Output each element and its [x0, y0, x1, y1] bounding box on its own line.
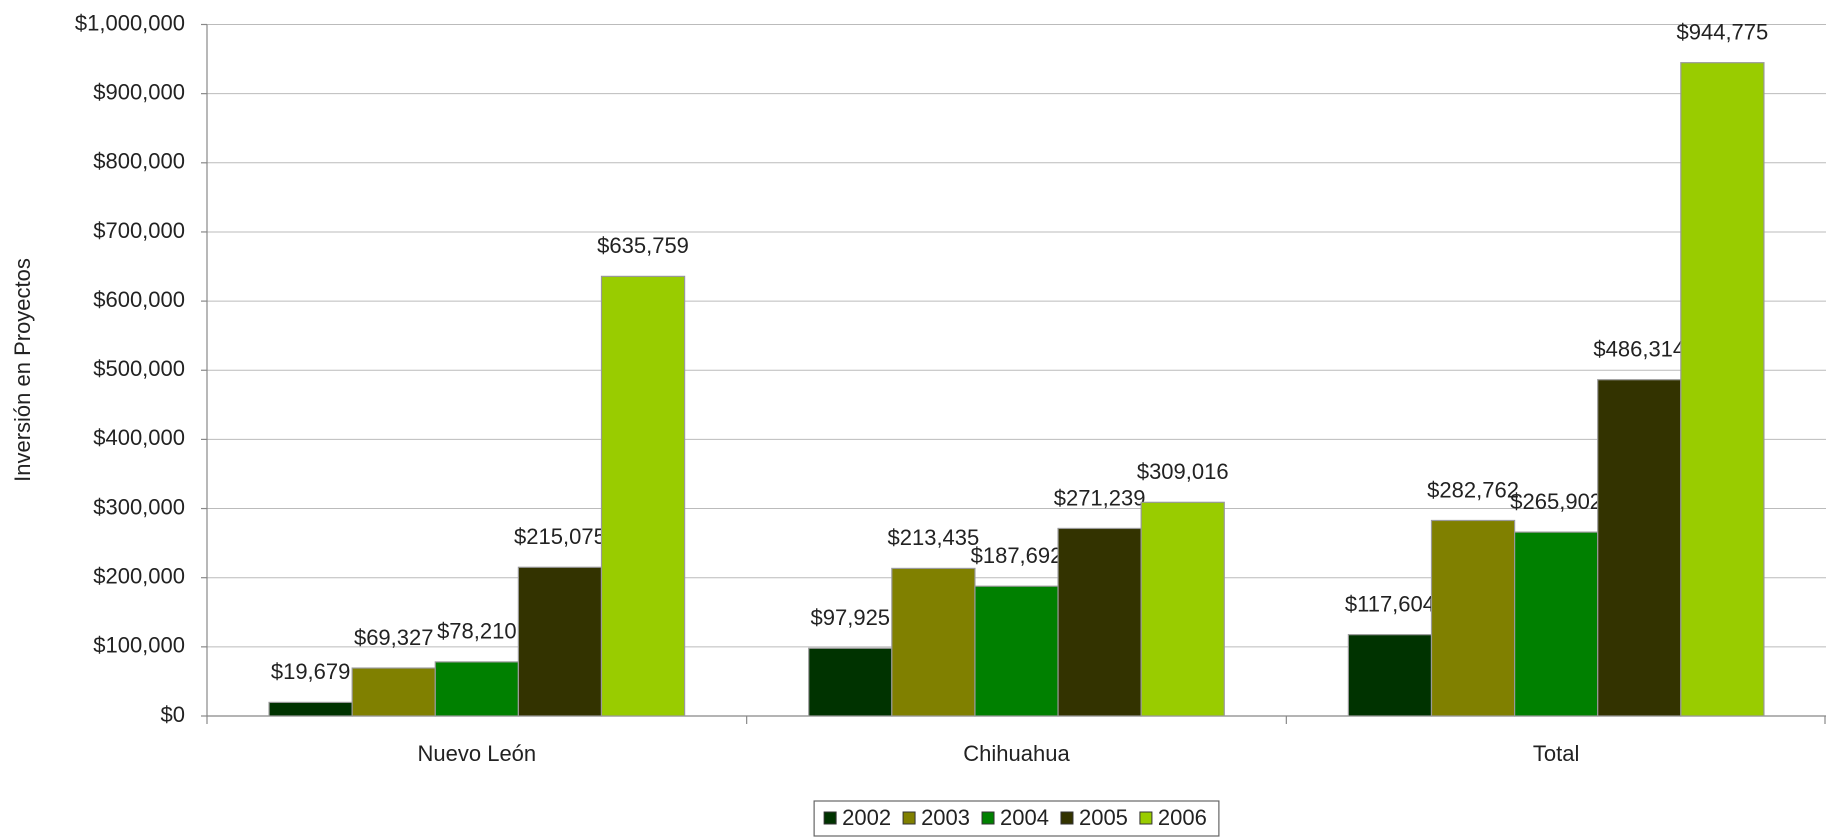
data-label: $309,016: [1137, 459, 1229, 484]
legend-swatch: [902, 811, 916, 825]
y-tick-label: $1,000,000: [75, 10, 185, 35]
bar: [1680, 62, 1765, 717]
legend: 2002 2003 2004 2005 2006: [813, 800, 1220, 837]
legend-label: 2003: [921, 805, 970, 830]
data-label: $78,210: [437, 619, 517, 644]
data-label: $635,759: [597, 233, 689, 258]
y-tick-label: $800,000: [93, 149, 185, 174]
legend-swatch: [823, 811, 837, 825]
data-label: $486,314: [1593, 337, 1685, 362]
data-label: $265,902: [1510, 489, 1602, 514]
legend-swatch: [981, 811, 995, 825]
y-tick-label: $300,000: [93, 494, 185, 519]
legend-swatch: [1139, 811, 1153, 825]
data-label: $271,239: [1054, 485, 1146, 510]
bar: [1597, 379, 1682, 717]
y-tick-label: $600,000: [93, 287, 185, 312]
bar: [1057, 527, 1142, 717]
data-label: $117,604: [1345, 591, 1435, 616]
data-label: $69,327: [354, 625, 434, 650]
x-tick-label: Total: [1533, 741, 1579, 766]
data-label: $187,692: [971, 543, 1063, 568]
legend-label: 2002: [842, 805, 891, 830]
bar: [1430, 519, 1516, 717]
bar: [808, 647, 893, 717]
bar: [1140, 501, 1225, 717]
legend-label: 2006: [1158, 805, 1207, 830]
x-tick-label: Chihuahua: [963, 741, 1070, 766]
bar: [268, 701, 353, 717]
y-tick-label: $400,000: [93, 425, 185, 450]
bar: [891, 567, 976, 717]
data-label: $19,679: [271, 659, 351, 684]
y-axis-label: Inversión en Proyectos: [10, 258, 35, 482]
y-tick-label: $700,000: [93, 218, 185, 243]
data-label: $215,075: [514, 524, 606, 549]
data-label: $944,775: [1677, 20, 1769, 45]
legend-label: 2004: [1000, 805, 1049, 830]
y-tick-label: $0: [161, 702, 185, 727]
bar: [1347, 634, 1433, 717]
bar: [517, 566, 603, 717]
bar: [434, 661, 519, 717]
y-tick-label: $100,000: [93, 633, 185, 658]
bar: [600, 275, 686, 717]
bar: [1514, 531, 1599, 717]
data-label: $213,435: [888, 525, 980, 550]
x-tick-label: Nuevo León: [418, 741, 537, 766]
data-label: $282,762: [1427, 477, 1519, 502]
y-tick-label: $200,000: [93, 564, 185, 589]
legend-swatch: [1060, 811, 1074, 825]
data-label: $97,925: [811, 605, 891, 630]
y-tick-label: $900,000: [93, 79, 185, 104]
y-tick-label: $500,000: [93, 356, 185, 381]
bar: [351, 667, 436, 717]
legend-label: 2005: [1079, 805, 1128, 830]
bar: [974, 585, 1059, 717]
